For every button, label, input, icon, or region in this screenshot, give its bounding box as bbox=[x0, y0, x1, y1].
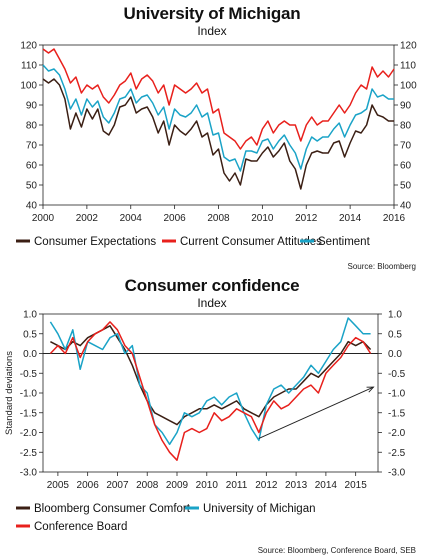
plot-frame bbox=[42, 44, 395, 206]
y-tick-label-right: 110 bbox=[400, 61, 416, 72]
y-tick-label-left: 110 bbox=[21, 61, 37, 72]
y-tick-label-left: -2.0 bbox=[20, 428, 38, 439]
y-tick-label-right: -1.5 bbox=[388, 408, 406, 419]
y-tick-label-left: 50 bbox=[26, 181, 38, 192]
x-tick-label: 2009 bbox=[166, 480, 189, 491]
chart1-source: Source: Bloomberg bbox=[347, 262, 416, 271]
y-tick-label-left: -0.5 bbox=[20, 369, 38, 380]
y-tick-label-right: 70 bbox=[400, 141, 412, 152]
y-tick-label-right: -2.5 bbox=[388, 448, 406, 459]
x-tick-label: 2015 bbox=[345, 480, 368, 491]
y-tick-label-right: 120 bbox=[400, 41, 417, 52]
chart1-subtitle: Index bbox=[197, 24, 227, 38]
y-tick-label-right: 1.0 bbox=[388, 310, 402, 321]
x-tick-label: 2011 bbox=[226, 480, 248, 491]
series-line-sentiment bbox=[42, 64, 394, 172]
x-tick-label: 2004 bbox=[120, 213, 143, 224]
y-tick-label-left: 120 bbox=[20, 41, 37, 52]
legend-label-current: Current Consumer Attitudes bbox=[180, 236, 322, 248]
y-tick-label-left: -3.0 bbox=[20, 468, 38, 479]
chart1-title: University of Michigan bbox=[123, 4, 301, 23]
y-tick-label-left: 100 bbox=[20, 81, 37, 92]
y-tick-label-right: -1.0 bbox=[388, 389, 406, 400]
y-tick-label-right: -2.0 bbox=[388, 428, 406, 439]
y-tick-label-right: 60 bbox=[400, 161, 412, 172]
y-tick-label-right: -0.5 bbox=[388, 369, 406, 380]
y-tick-label-left: 1.0 bbox=[23, 310, 37, 321]
x-tick-label: 2000 bbox=[32, 213, 55, 224]
x-tick-label: 2006 bbox=[77, 480, 100, 491]
y-tick-label-right: 0.5 bbox=[388, 329, 402, 340]
x-tick-label: 2008 bbox=[136, 480, 159, 491]
x-tick-label: 2016 bbox=[383, 213, 406, 224]
series-line-michigan bbox=[49, 317, 371, 446]
legend-label-bloomberg: Bloomberg Consumer Comfort bbox=[34, 503, 191, 515]
chart2-source: Source: Bloomberg, Conference Board, SEB bbox=[257, 546, 416, 555]
legend-label-conference: Conference Board bbox=[34, 521, 127, 533]
y-tick-label-left: 70 bbox=[26, 141, 38, 152]
trend-arrow-head bbox=[366, 386, 375, 393]
y-axis-title: Standard deviations bbox=[4, 351, 15, 435]
x-tick-label: 2002 bbox=[76, 213, 99, 224]
legend-label-sentiment: Sentiment bbox=[318, 236, 371, 248]
series-line-conference bbox=[49, 321, 372, 461]
y-tick-label-left: 40 bbox=[26, 201, 38, 212]
y-tick-label-right: -3.0 bbox=[388, 468, 406, 479]
x-tick-label: 2012 bbox=[295, 213, 318, 224]
y-tick-label-right: 80 bbox=[400, 121, 412, 132]
legend-label-michigan: University of Michigan bbox=[203, 503, 315, 515]
y-tick-label-right: 100 bbox=[400, 81, 417, 92]
chart2-subtitle: Index bbox=[197, 296, 227, 310]
y-tick-label-left: 0.0 bbox=[23, 349, 37, 360]
y-tick-label-left: 60 bbox=[26, 161, 38, 172]
y-tick-label-left: -1.5 bbox=[20, 408, 38, 419]
y-tick-label-left: -1.0 bbox=[20, 389, 38, 400]
chart1-svg: 120 120 110 110 100 100 90 90 80 80 70 70 60 60 50 50 40… bbox=[16, 41, 417, 248]
trend-arrow-line bbox=[258, 386, 374, 439]
series-line-expectations bbox=[42, 78, 394, 190]
chart2-title: Consumer confidence bbox=[124, 276, 300, 295]
legend-label-expectations: Consumer Expectations bbox=[34, 236, 156, 248]
x-tick-label: 2013 bbox=[285, 480, 308, 491]
x-tick-label: 2010 bbox=[196, 480, 219, 491]
x-tick-label: 2006 bbox=[164, 213, 187, 224]
chart2-svg: 1.0 1.0 0.5 0.5 0.0 0.0 -0.5 -0.5 -1.0 -1.0 -1.5 -1… bbox=[4, 310, 406, 534]
x-tick-label: 2008 bbox=[207, 213, 230, 224]
y-tick-label-left: -2.5 bbox=[20, 448, 38, 459]
x-tick-label: 2012 bbox=[255, 480, 278, 491]
x-tick-label: 2007 bbox=[106, 480, 129, 491]
y-tick-label-right: 90 bbox=[400, 101, 412, 112]
x-tick-label: 2005 bbox=[47, 480, 70, 491]
x-tick-label: 2014 bbox=[339, 213, 362, 224]
y-tick-label-right: 40 bbox=[400, 201, 412, 212]
x-tick-label: 2010 bbox=[251, 213, 274, 224]
x-tick-label: 2014 bbox=[315, 480, 338, 491]
series-line-current bbox=[42, 48, 395, 150]
y-tick-label-left: 80 bbox=[26, 121, 38, 132]
y-tick-label-left: 90 bbox=[26, 101, 38, 112]
y-tick-label-left: 0.5 bbox=[23, 329, 37, 340]
y-tick-label-right: 50 bbox=[400, 181, 412, 192]
y-tick-label-right: 0.0 bbox=[388, 349, 402, 360]
plot-frame bbox=[42, 313, 379, 473]
